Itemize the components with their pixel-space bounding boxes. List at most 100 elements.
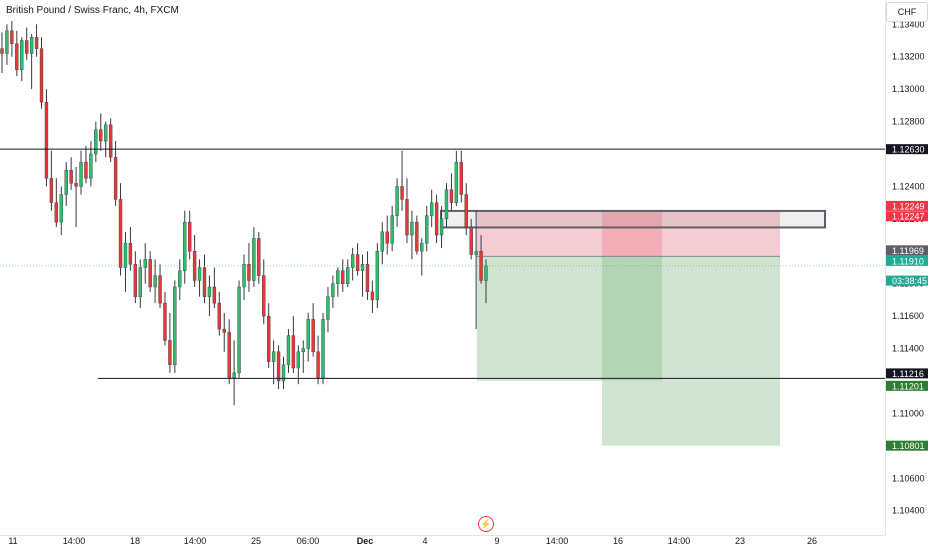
candle-body[interactable] [163, 302, 167, 341]
candle-body[interactable] [99, 129, 103, 142]
candle-body[interactable] [370, 291, 375, 301]
candle-body[interactable] [375, 251, 380, 301]
candle-body[interactable] [227, 332, 231, 378]
candle-body[interactable] [400, 186, 404, 200]
candle-body[interactable] [449, 189, 454, 203]
candle-body[interactable] [89, 153, 93, 179]
candle-body[interactable] [148, 259, 152, 288]
candle-body[interactable] [49, 178, 54, 203]
candle-body[interactable] [128, 242, 133, 265]
candle-body[interactable] [271, 351, 276, 362]
candle-body[interactable] [133, 264, 138, 297]
candle-body[interactable] [434, 202, 439, 236]
candle-body[interactable] [74, 182, 78, 187]
candle-body[interactable] [267, 315, 271, 362]
candle-body[interactable] [484, 265, 488, 281]
supply-zone-rectangle[interactable] [440, 209, 826, 229]
candle-body[interactable] [118, 199, 123, 268]
candle-body[interactable] [301, 348, 305, 353]
candle-body[interactable] [464, 194, 468, 228]
target-zone-extended[interactable] [602, 380, 780, 446]
candle-body[interactable] [390, 215, 394, 244]
candle-body[interactable] [360, 264, 365, 271]
candle-body[interactable] [316, 351, 320, 378]
candle-body[interactable] [425, 215, 429, 244]
candle-body[interactable] [291, 335, 296, 369]
stop-zone-overlap[interactable] [602, 211, 662, 257]
candle-body[interactable] [365, 264, 370, 293]
candle-body[interactable] [262, 275, 266, 317]
candle-body[interactable] [306, 319, 310, 349]
candle-body[interactable] [474, 251, 478, 255]
candle-body[interactable] [94, 129, 98, 155]
candle-body[interactable] [232, 372, 236, 378]
candle-body[interactable] [286, 335, 291, 365]
candle-body[interactable] [439, 218, 444, 236]
candle-body[interactable] [326, 296, 330, 320]
candle-body[interactable] [153, 275, 157, 288]
candle-body[interactable] [415, 221, 419, 252]
candle-body[interactable] [350, 254, 355, 268]
candle-body[interactable] [405, 199, 409, 236]
candle-body[interactable] [217, 302, 221, 330]
candle-body[interactable] [252, 238, 256, 281]
candle-body[interactable] [123, 242, 128, 268]
candle-body[interactable] [207, 286, 212, 297]
candle-body[interactable] [39, 48, 44, 103]
candle-body[interactable] [336, 270, 340, 284]
candle-body[interactable] [296, 351, 301, 369]
candle-body[interactable] [158, 275, 162, 304]
candle-body[interactable] [34, 37, 39, 49]
candle-body[interactable] [321, 319, 325, 378]
candle-body[interactable] [20, 40, 24, 70]
candle-body[interactable] [168, 340, 172, 365]
candle-body[interactable] [479, 251, 483, 281]
candle-body[interactable] [5, 30, 9, 54]
candle-body[interactable] [183, 221, 187, 271]
candle-body[interactable] [29, 37, 34, 54]
candle-body[interactable] [454, 161, 459, 203]
candle-body[interactable] [192, 251, 197, 281]
candle-body[interactable] [410, 221, 414, 236]
candle-body[interactable] [104, 124, 108, 142]
candle-body[interactable] [276, 351, 281, 382]
candle-body[interactable] [247, 264, 251, 281]
candle-body[interactable] [54, 202, 59, 223]
candle-body[interactable] [429, 202, 434, 216]
candle-body[interactable] [341, 270, 345, 284]
candle-body[interactable] [10, 30, 14, 44]
candle-body[interactable] [79, 161, 83, 187]
candle-body[interactable] [178, 270, 182, 288]
candle-body[interactable] [331, 283, 335, 297]
candle-body[interactable] [257, 238, 261, 276]
target-zone-overlap[interactable] [602, 256, 662, 381]
candle-body[interactable] [138, 267, 142, 297]
currency-button[interactable]: CHF [886, 2, 928, 22]
candle-body[interactable] [212, 286, 217, 304]
candle-body[interactable] [346, 267, 350, 284]
candle-body[interactable] [459, 161, 463, 195]
candle-body[interactable] [84, 161, 88, 179]
candle-body[interactable] [15, 43, 19, 70]
candle-body[interactable] [242, 264, 246, 288]
candle-body[interactable] [202, 267, 207, 297]
candle-body[interactable] [469, 226, 473, 255]
candle-body[interactable] [380, 231, 384, 252]
candle-body[interactable] [44, 101, 49, 179]
candle-body[interactable] [311, 319, 315, 353]
candle-body[interactable] [108, 124, 113, 158]
candle-body[interactable] [0, 48, 4, 54]
candle-body[interactable] [444, 189, 449, 220]
candle-body[interactable] [222, 328, 226, 333]
candle-body[interactable] [237, 286, 241, 374]
candle-body[interactable] [395, 186, 399, 216]
candle-body[interactable] [143, 259, 147, 268]
candle-body[interactable] [385, 231, 389, 244]
candle-body[interactable] [64, 170, 68, 195]
candle-body[interactable] [355, 254, 360, 271]
candle-body[interactable] [59, 194, 63, 223]
candle-body[interactable] [173, 286, 177, 365]
candle-body[interactable] [420, 242, 424, 252]
candle-body[interactable] [113, 157, 118, 200]
